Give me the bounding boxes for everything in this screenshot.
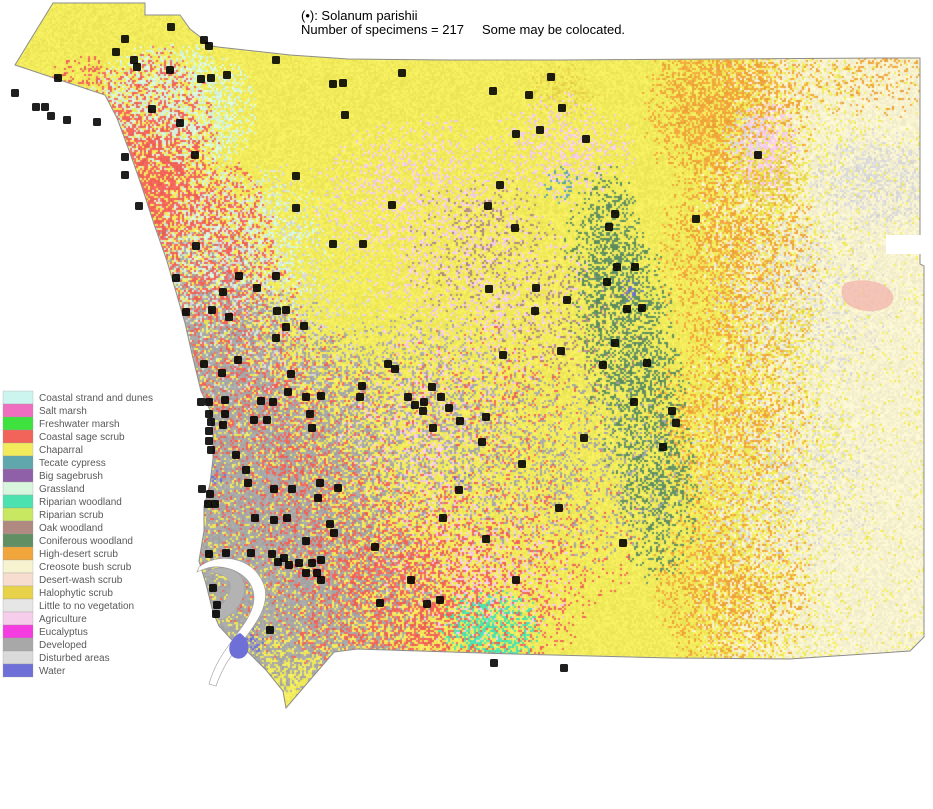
svg-text:Oak woodland: Oak woodland bbox=[39, 523, 103, 534]
svg-text:Coastal strand and dunes: Coastal strand and dunes bbox=[39, 393, 153, 404]
svg-text:Coastal sage scrub: Coastal sage scrub bbox=[39, 432, 125, 443]
svg-text:Agriculture: Agriculture bbox=[39, 614, 87, 625]
svg-text:Halophytic scrub: Halophytic scrub bbox=[39, 588, 113, 599]
svg-text:Tecate cypress: Tecate cypress bbox=[39, 458, 106, 469]
svg-text:Salt marsh: Salt marsh bbox=[39, 406, 87, 417]
svg-text:(•): Solanum parishii: (•): Solanum parishii bbox=[301, 8, 418, 23]
svg-text:Coniferous woodland: Coniferous woodland bbox=[39, 536, 133, 547]
svg-text:Riparian scrub: Riparian scrub bbox=[39, 510, 104, 521]
svg-text:Water: Water bbox=[39, 666, 66, 677]
svg-text:Developed: Developed bbox=[39, 640, 87, 651]
svg-text:Chaparral: Chaparral bbox=[39, 445, 83, 456]
svg-text:Disturbed areas: Disturbed areas bbox=[39, 653, 110, 664]
svg-text:Little to no vegetation: Little to no vegetation bbox=[39, 601, 134, 612]
svg-text:Freshwater marsh: Freshwater marsh bbox=[39, 419, 120, 430]
svg-text:Riparian woodland: Riparian woodland bbox=[39, 497, 122, 508]
svg-text:Big sagebrush: Big sagebrush bbox=[39, 471, 103, 482]
svg-text:Eucalyptus: Eucalyptus bbox=[39, 627, 88, 638]
svg-text:Grassland: Grassland bbox=[39, 484, 85, 495]
svg-text:High-desert scrub: High-desert scrub bbox=[39, 549, 118, 560]
svg-text:Desert-wash scrub: Desert-wash scrub bbox=[39, 575, 123, 586]
svg-text:Creosote bush scrub: Creosote bush scrub bbox=[39, 562, 132, 573]
